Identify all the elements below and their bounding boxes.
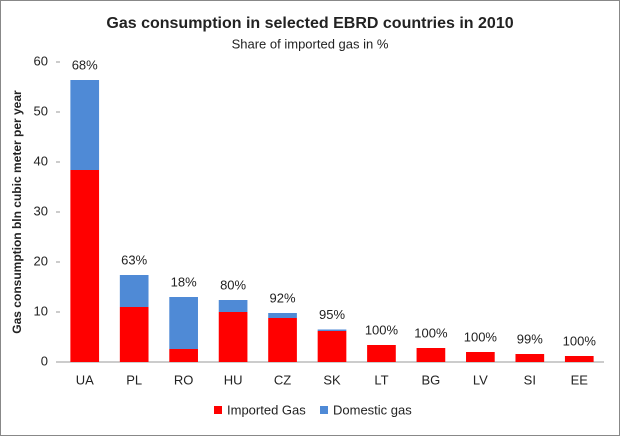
share-label: 100% bbox=[365, 322, 399, 337]
share-label: 100% bbox=[414, 325, 448, 340]
y-tick-label: 60 bbox=[34, 53, 48, 68]
share-label: 68% bbox=[72, 57, 98, 72]
legend-swatch bbox=[214, 406, 222, 414]
y-tick-label: 50 bbox=[34, 103, 48, 118]
x-tick-label: LT bbox=[374, 372, 388, 387]
x-tick-label: SK bbox=[323, 372, 341, 387]
legend-label: Domestic gas bbox=[333, 402, 412, 417]
x-tick-label: UA bbox=[76, 372, 94, 387]
x-tick-label: CZ bbox=[274, 372, 291, 387]
bar-segment bbox=[515, 354, 545, 362]
share-label: 18% bbox=[171, 274, 197, 289]
bar-segment bbox=[564, 356, 594, 362]
bar-segment bbox=[169, 349, 198, 362]
y-tick-label: 10 bbox=[34, 303, 48, 318]
legend-label: Imported Gas bbox=[227, 402, 306, 417]
bar-segment bbox=[317, 331, 347, 362]
bar-segment bbox=[367, 345, 396, 362]
bar-segment bbox=[317, 329, 347, 331]
y-tick-label: 0 bbox=[41, 353, 48, 368]
y-tick-label: 30 bbox=[34, 203, 48, 218]
x-tick-label: HU bbox=[224, 372, 243, 387]
x-tick-label: SI bbox=[524, 372, 536, 387]
bar-segment bbox=[268, 313, 297, 318]
bar-segment bbox=[119, 275, 149, 307]
chart-title: Gas consumption in selected EBRD countri… bbox=[106, 15, 513, 32]
bar-segment bbox=[416, 348, 446, 362]
chart-subtitle: Share of imported gas in % bbox=[232, 36, 389, 51]
share-label: 92% bbox=[270, 290, 296, 305]
y-tick-label: 40 bbox=[34, 153, 48, 168]
bar-segment bbox=[268, 318, 297, 362]
bar-segment bbox=[119, 307, 149, 362]
bar-segment bbox=[70, 80, 100, 170]
x-tick-label: RO bbox=[174, 372, 194, 387]
x-tick-label: BG bbox=[422, 372, 441, 387]
y-axis-title: Gas consumption bln cubic meter per year bbox=[10, 90, 24, 334]
share-label: 63% bbox=[121, 252, 147, 267]
y-tick-label: 20 bbox=[34, 253, 48, 268]
share-label: 80% bbox=[220, 277, 246, 292]
share-label: 100% bbox=[464, 329, 498, 344]
share-label: 95% bbox=[319, 307, 345, 322]
bar-segment bbox=[169, 297, 198, 349]
x-tick-label: EE bbox=[571, 372, 589, 387]
bar-segment bbox=[218, 300, 248, 312]
x-tick-label: LV bbox=[473, 372, 488, 387]
bar-segment bbox=[70, 170, 100, 362]
bar-segment bbox=[218, 312, 248, 362]
legend-swatch bbox=[320, 406, 328, 414]
share-label: 100% bbox=[563, 333, 597, 348]
x-tick-label: PL bbox=[126, 372, 142, 387]
bar-segment bbox=[466, 352, 495, 362]
share-label: 99% bbox=[517, 331, 543, 346]
